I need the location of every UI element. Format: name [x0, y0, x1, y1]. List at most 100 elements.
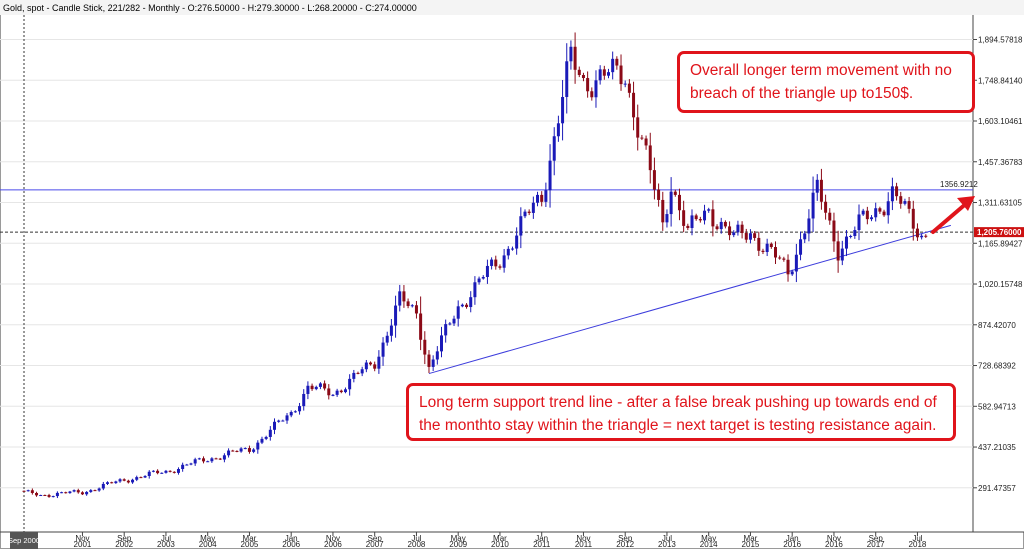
candle-body	[210, 458, 214, 462]
time-tick-month: Sep	[368, 534, 383, 543]
candle	[544, 182, 548, 207]
candle	[277, 419, 281, 423]
candle	[222, 453, 226, 463]
candle	[853, 226, 857, 239]
candle-body	[72, 490, 76, 492]
candle-body	[327, 388, 331, 396]
candle-body	[577, 69, 581, 75]
candle	[427, 350, 431, 374]
candle-body	[352, 372, 356, 379]
time-tick-year: 2003	[157, 540, 175, 549]
candle-body	[410, 305, 414, 307]
candle-body	[531, 202, 535, 213]
candle-body	[586, 78, 590, 92]
candle-body	[193, 459, 197, 464]
candle	[552, 127, 556, 176]
candle	[694, 213, 698, 221]
candle	[323, 380, 327, 391]
candle-body	[836, 241, 840, 261]
candle-body	[440, 335, 443, 352]
price-tick-label: 1,311.63105	[978, 199, 1022, 208]
candle-body	[235, 450, 239, 452]
candle-body	[197, 458, 201, 460]
candle-body	[356, 372, 360, 374]
annotation-callout-top: Overall longer term movement with no bre…	[677, 51, 975, 113]
candle	[364, 359, 368, 373]
candle-body	[60, 492, 64, 494]
time-tick-year: 2007	[366, 540, 384, 549]
time-tick-year: 2011	[575, 540, 593, 549]
candle	[615, 56, 619, 70]
time-tick-month: Jul	[912, 534, 922, 543]
candle	[895, 182, 899, 201]
candle	[661, 191, 665, 231]
candle-body	[907, 201, 911, 209]
candle-body	[502, 255, 506, 268]
crosshair-date-box: Sep 2000	[8, 532, 40, 549]
candle-body	[122, 479, 126, 481]
candle	[85, 491, 89, 496]
candle-body	[323, 383, 327, 389]
time-tick-labels: Nov2001Sep2002Jul2003May2004Mar2005Jan20…	[23, 532, 927, 549]
candle	[131, 478, 135, 484]
candle	[824, 194, 828, 220]
candle-body	[419, 313, 423, 340]
candle	[414, 301, 418, 319]
candle	[890, 177, 894, 211]
time-tick-month: Nov	[576, 534, 590, 543]
candle	[494, 255, 498, 270]
resistance-label: 1356.9212	[940, 180, 978, 189]
candle-body	[753, 233, 757, 238]
candle-body	[870, 217, 874, 220]
candle	[915, 223, 919, 241]
candle	[665, 209, 669, 228]
price-tick-label: 728.68392	[978, 362, 1016, 371]
candle-body	[523, 211, 527, 217]
candle-body	[665, 214, 669, 223]
candle	[106, 481, 109, 485]
candle	[377, 350, 381, 374]
candle	[536, 191, 540, 207]
candle	[206, 460, 210, 463]
time-tick-year: 2015	[742, 540, 760, 549]
candle	[143, 475, 147, 479]
candle	[176, 467, 180, 475]
candle-body	[899, 196, 903, 204]
candle	[865, 206, 869, 225]
candle-body	[110, 482, 114, 484]
time-tick-month: Jul	[161, 534, 171, 543]
price-tick-label: 1,603.10461	[978, 117, 1023, 126]
candle	[30, 488, 34, 495]
price-axis[interactable]	[973, 15, 1024, 532]
price-tick-label: 1,894.57818	[978, 36, 1023, 45]
candle-body	[698, 219, 702, 221]
candle-body	[55, 492, 59, 497]
time-tick-year: 2009	[449, 540, 467, 549]
candle	[565, 43, 569, 114]
candle	[715, 224, 719, 231]
candle-body	[427, 354, 431, 367]
candle	[419, 296, 423, 351]
support-trend-line[interactable]	[428, 224, 951, 375]
candle	[172, 471, 176, 474]
candle	[740, 221, 744, 239]
candle	[903, 198, 907, 206]
candle-body	[895, 186, 899, 197]
candle	[602, 65, 606, 80]
candle-body	[164, 470, 168, 473]
candle-body	[381, 342, 385, 357]
time-tick-year: 2016	[783, 540, 801, 549]
candle	[110, 481, 114, 484]
candle	[690, 209, 694, 236]
candle-body	[498, 266, 502, 268]
candle	[231, 449, 235, 452]
candle	[101, 481, 105, 491]
candle	[160, 472, 164, 474]
candle	[423, 331, 427, 365]
candle-body	[694, 215, 698, 220]
candle	[444, 319, 448, 343]
candle-body	[39, 495, 43, 497]
candle-body	[435, 351, 439, 360]
candle	[815, 174, 819, 201]
candle	[677, 188, 681, 221]
